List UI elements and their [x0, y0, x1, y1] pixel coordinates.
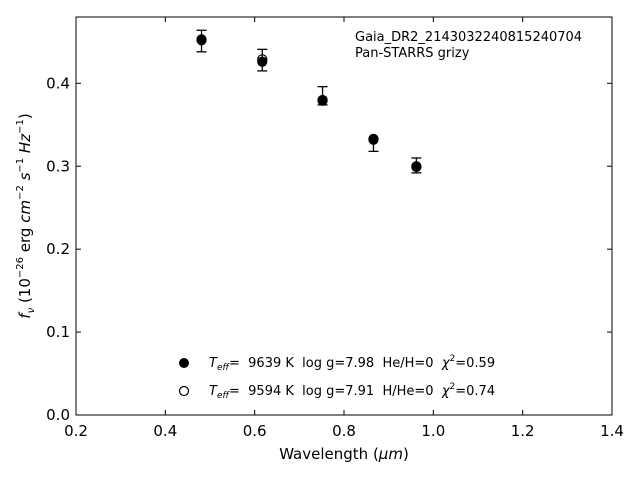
x-tick-label: 1.2: [511, 422, 535, 440]
x-tick-label: 0.6: [243, 422, 267, 440]
legend: Teff= 9639 K log g=7.98 He/H=0 χ2=0.59 T…: [178, 354, 495, 401]
x-axis-title: Wavelength (μm): [279, 445, 409, 463]
legend-marker-filled: [179, 358, 189, 368]
object-id-annotation: Gaia_DR2_2143032240815240704: [355, 30, 582, 45]
legend-label-filled: Teff= 9639 K log g=7.98 He/H=0 χ2=0.59: [209, 354, 495, 373]
data-points: [196, 29, 422, 174]
x-tick-label: 0.4: [153, 422, 177, 440]
model-point-filled: [257, 56, 268, 67]
legend-marker-open: [178, 385, 190, 397]
x-tick-label: 0.8: [332, 422, 356, 440]
legend-label-open: Teff= 9594 K log g=7.91 H/He=0 χ2=0.74: [209, 382, 495, 401]
y-tick-label: 0.4: [46, 74, 70, 92]
model-point-open: [196, 34, 207, 45]
y-axis-title: fν (10−26 erg cm−2 s−1 Hz−1): [15, 113, 37, 318]
model-point-open: [317, 94, 328, 106]
x-tick-label: 0.2: [64, 422, 88, 440]
survey-annotation: Pan-STARRS grizy: [355, 46, 470, 61]
y-tick-label: 0.0: [46, 406, 70, 424]
plot-area: [75, 16, 613, 416]
model-point-open: [257, 54, 268, 65]
x-tick-label: 1.4: [600, 422, 624, 440]
axis-ticks: 0.2 0.4 0.6 0.8 1.0 1.2 1.4 0.0 0.1 0.2 0.3 0.4: [46, 17, 624, 440]
y-tick-label: 0.2: [46, 240, 70, 258]
y-tick-label: 0.1: [46, 323, 70, 341]
x-tick-label: 1.0: [421, 422, 445, 440]
model-point-open: [411, 161, 422, 172]
model-point-open: [368, 133, 379, 144]
y-tick-label: 0.3: [46, 157, 70, 175]
